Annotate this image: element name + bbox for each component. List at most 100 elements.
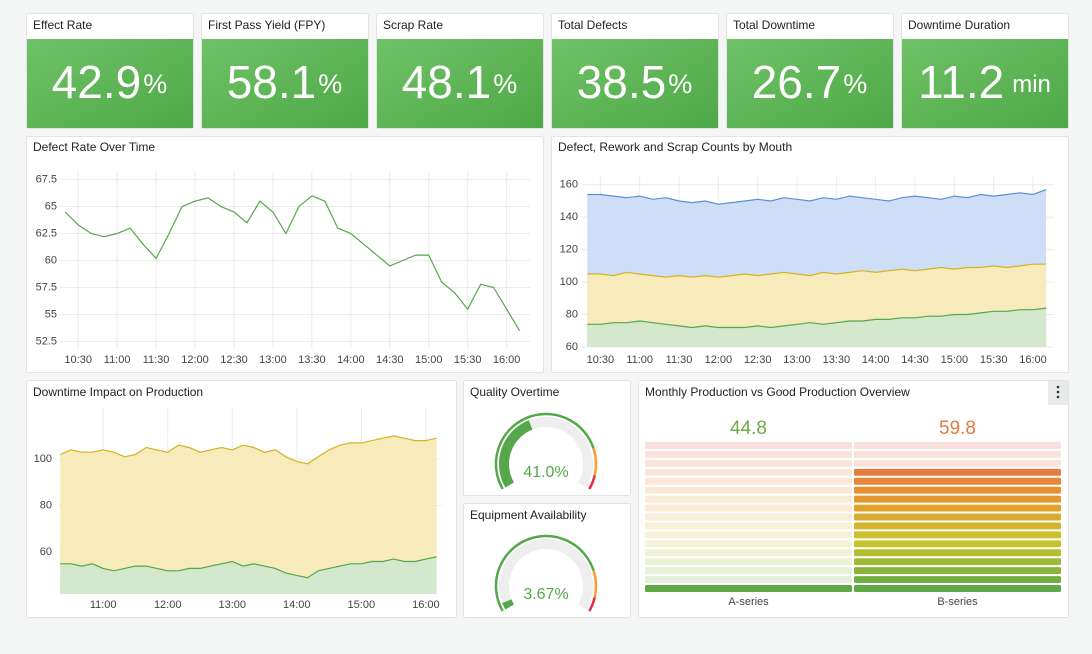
stat-unit: min	[1012, 71, 1051, 98]
stat-number: 26.7	[752, 56, 842, 108]
bar-cell	[854, 468, 1061, 476]
bar-cell	[645, 567, 852, 575]
x-tick-label: 12:00	[181, 354, 209, 366]
y-tick-label: 65	[45, 200, 57, 212]
gauge-number: 3.67	[523, 586, 554, 603]
bar-cell	[854, 585, 1061, 592]
bar-cell	[645, 450, 852, 458]
bar-cell	[645, 585, 852, 592]
bar-value: 59.8	[939, 418, 976, 439]
x-tick-label: 13:00	[783, 354, 811, 366]
stat-unit: %	[493, 69, 517, 99]
x-tick-label: 16:00	[1019, 354, 1047, 366]
bar-cell	[645, 513, 852, 521]
x-tick-label: 12:00	[154, 599, 182, 611]
x-tick-label: 16:00	[493, 354, 521, 366]
stat-unit: %	[843, 69, 867, 99]
x-tick-label: 11:00	[90, 599, 117, 611]
gauge-threshold	[588, 475, 596, 490]
bar-cell	[854, 522, 1061, 530]
area	[60, 435, 437, 594]
x-tick-label: 14:30	[901, 354, 929, 366]
y-tick-label: 67.5	[36, 173, 57, 185]
bar-cell	[645, 442, 852, 449]
gauge-number: 41.0	[523, 464, 554, 481]
bar-cell	[645, 459, 852, 467]
line	[587, 263, 1047, 278]
gauge-unit: %	[554, 586, 568, 603]
bar-cell	[645, 495, 852, 503]
bar-cell	[854, 477, 1061, 485]
stat-title: Scrap Rate	[383, 18, 443, 32]
line	[60, 556, 437, 579]
x-tick-label: 12:00	[705, 354, 733, 366]
bar-cell	[645, 531, 852, 539]
y-tick-label: 60	[566, 341, 578, 353]
gauge-threshold	[588, 597, 596, 612]
bar-cell	[854, 549, 1061, 557]
bar-label: A-series	[728, 596, 769, 608]
stat-background	[727, 39, 893, 128]
bar-cell	[854, 513, 1061, 521]
gauge-threshold	[494, 412, 595, 490]
x-tick-label: 15:00	[348, 599, 376, 611]
x-tick-label: 11:00	[104, 354, 131, 366]
x-tick-label: 10:30	[587, 354, 615, 366]
bar-cell	[854, 450, 1061, 458]
gauge-threshold	[592, 570, 598, 598]
bar	[645, 442, 852, 592]
gauge-value	[502, 599, 515, 610]
y-tick-label: 140	[560, 211, 578, 223]
stat-title: Effect Rate	[33, 18, 92, 32]
panel-title: Quality Overtime	[470, 385, 560, 399]
gauge-threshold	[592, 448, 598, 476]
menu-dot	[1056, 390, 1060, 394]
bar-cell	[854, 558, 1061, 566]
bar-label: B-series	[937, 596, 978, 608]
bar-cell	[645, 522, 852, 530]
x-tick-label: 13:30	[298, 354, 326, 366]
x-tick-label: 16:00	[412, 599, 440, 611]
y-tick-label: 100	[560, 276, 578, 288]
gauge-threshold	[494, 534, 595, 612]
gauge-track	[499, 539, 593, 610]
stat-background	[902, 39, 1068, 128]
x-tick-label: 15:30	[454, 354, 482, 366]
x-tick-label: 11:00	[626, 354, 653, 366]
x-tick-label: 14:00	[283, 599, 311, 611]
x-tick-label: 13:00	[259, 354, 287, 366]
area	[587, 308, 1047, 347]
stat-number: 42.9	[52, 56, 142, 108]
y-tick-label: 120	[560, 244, 578, 256]
x-tick-label: 13:30	[823, 354, 851, 366]
bar-cell	[854, 504, 1061, 512]
stat-title: Total Defects	[558, 18, 627, 32]
x-tick-label: 12:30	[220, 354, 248, 366]
stat-title: Downtime Duration	[908, 18, 1010, 32]
line	[64, 195, 521, 332]
bar-cell	[854, 531, 1061, 539]
y-tick-label: 160	[560, 179, 578, 191]
bar-cell	[645, 576, 852, 584]
bar-value: 44.8	[730, 418, 767, 439]
x-tick-label: 10:30	[64, 354, 92, 366]
stat-number: 38.5	[577, 56, 667, 108]
stat-unit: %	[318, 69, 342, 99]
y-tick-label: 60	[45, 254, 57, 266]
stat-value: 48.1%	[402, 56, 518, 108]
stat-background	[377, 39, 543, 128]
x-tick-label: 11:30	[666, 354, 693, 366]
y-tick-label: 57.5	[36, 281, 57, 293]
panel-title: Defect Rate Over Time	[33, 140, 155, 154]
bar-cell	[854, 540, 1061, 548]
x-tick-label: 15:30	[980, 354, 1008, 366]
stat-value: 26.7%	[752, 56, 868, 108]
gauge-unit: %	[554, 464, 568, 481]
y-tick-label: 62.5	[36, 227, 57, 239]
stat-number: 58.1	[227, 56, 317, 108]
panel-title: Monthly Production vs Good Production Ov…	[645, 385, 910, 399]
stat-background	[552, 39, 718, 128]
y-tick-label: 52.5	[36, 335, 57, 347]
stat-value: 11.2 min	[918, 56, 1051, 108]
